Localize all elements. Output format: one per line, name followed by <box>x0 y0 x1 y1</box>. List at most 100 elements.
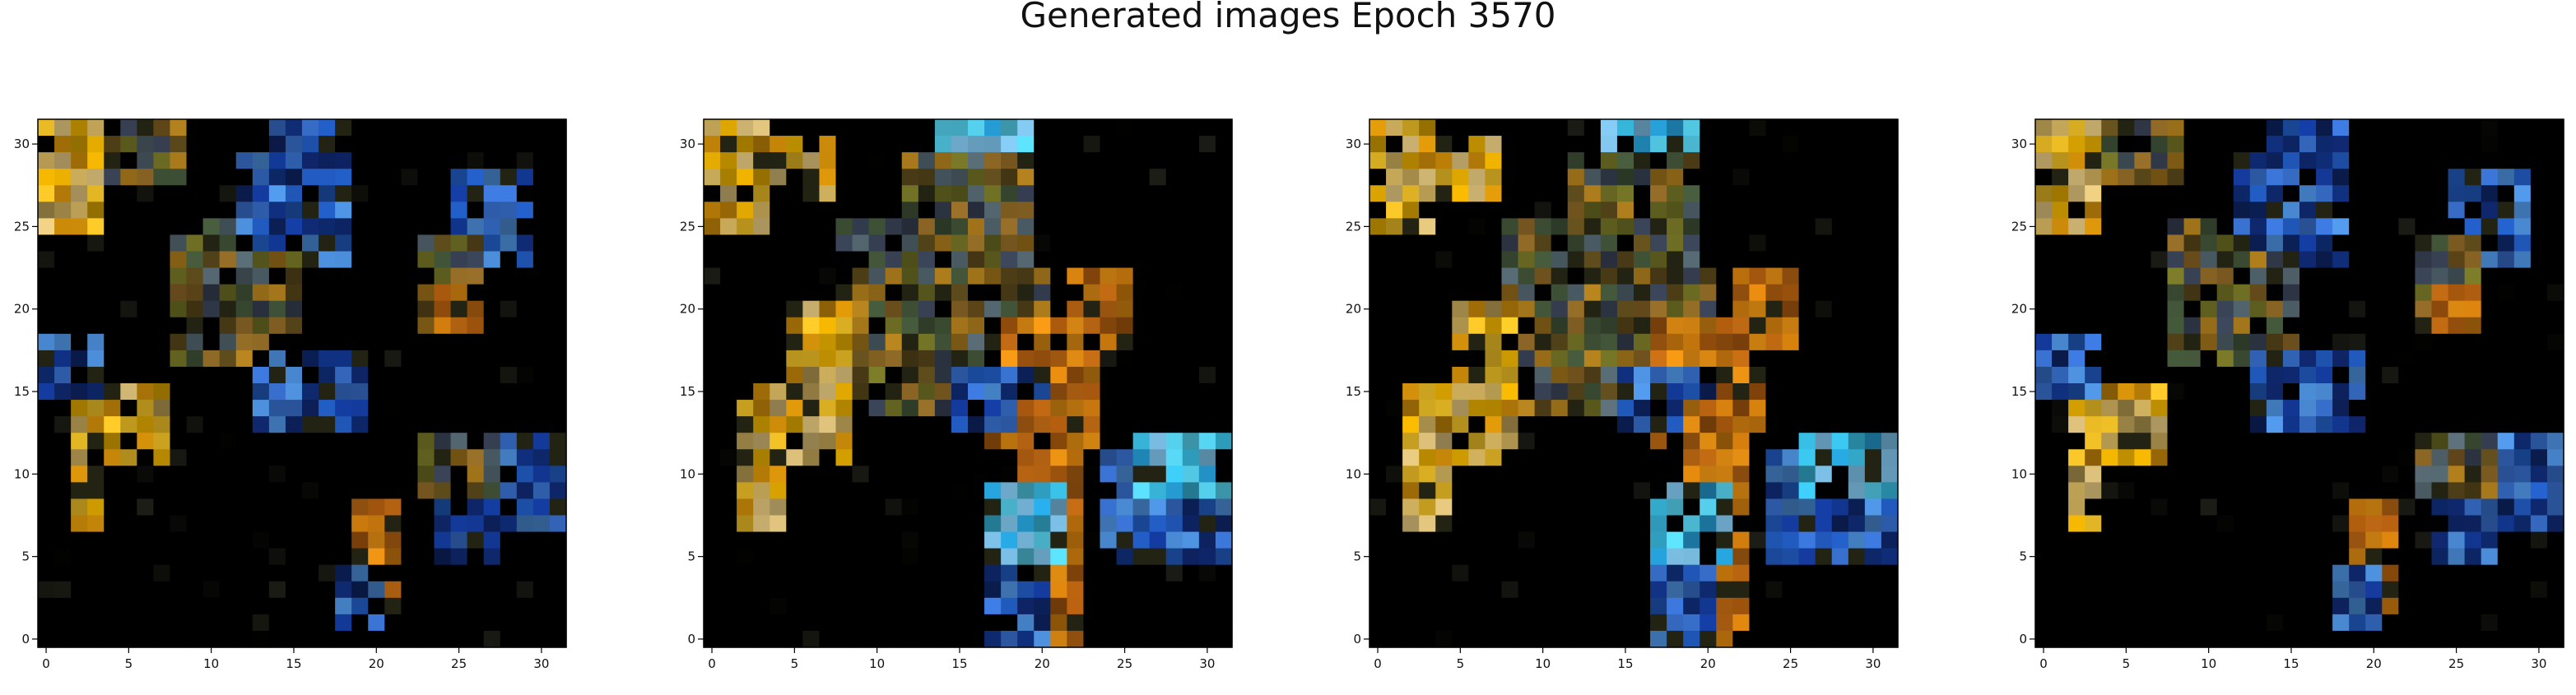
pixel-cell <box>1765 251 1783 269</box>
pixel-cell <box>434 350 452 368</box>
pixel-cell <box>450 515 468 533</box>
pixel-cell <box>704 630 721 648</box>
pixel-cell <box>1765 119 1783 137</box>
pixel-cell <box>934 136 952 153</box>
pixel-cell <box>2183 136 2202 153</box>
pixel-cell <box>2349 119 2366 137</box>
pixel-cell <box>38 218 55 236</box>
pixel-cell <box>1716 284 1733 302</box>
pixel-cell <box>1017 498 1035 517</box>
pixel-cell <box>1782 581 1800 599</box>
pixel-cell <box>2134 548 2152 566</box>
pixel-cell <box>1001 416 1018 433</box>
pixel-cell <box>2134 498 2152 517</box>
pixel-cell <box>1600 531 1618 549</box>
pixel-cell <box>901 333 919 351</box>
pixel-cell <box>319 433 336 450</box>
pixel-cell <box>819 630 837 648</box>
pixel-cell <box>467 400 485 417</box>
pixel-cell <box>1100 185 1118 202</box>
pixel-cell <box>2431 202 2449 219</box>
pixel-cell <box>1435 317 1453 335</box>
pixel-cell <box>1067 317 1085 335</box>
pixel-cell <box>170 498 188 517</box>
pixel-cell <box>1716 218 1733 236</box>
pixel-cell <box>2151 333 2169 351</box>
pixel-cell <box>516 234 534 253</box>
pixel-cell <box>2349 185 2366 202</box>
pixel-cell <box>186 267 204 285</box>
pixel-cell <box>1716 383 1733 401</box>
pixel-cell <box>1782 185 1800 202</box>
pixel-cell <box>968 333 985 351</box>
pixel-cell <box>351 614 369 632</box>
pixel-cell <box>835 498 853 517</box>
pixel-cell <box>934 152 952 169</box>
pixel-cell <box>1485 202 1503 219</box>
pixel-cell <box>720 136 737 153</box>
pixel-cell <box>1100 531 1118 549</box>
pixel-cell <box>434 548 452 566</box>
pixel-cell <box>1132 300 1151 318</box>
pixel-cell <box>968 284 985 302</box>
pixel-cell <box>1034 581 1051 599</box>
pixel-cell <box>450 630 468 648</box>
pixel-cell <box>1083 383 1101 401</box>
pixel-cell <box>302 234 319 253</box>
pixel-cell <box>951 234 969 253</box>
pixel-cell <box>368 449 385 466</box>
pixel-cell <box>1067 234 1085 253</box>
pixel-cell <box>737 251 754 269</box>
pixel-cell <box>1132 614 1151 632</box>
pixel-cell <box>434 202 452 219</box>
y-tick-label: 5 <box>2019 549 2027 564</box>
pixel-cell <box>368 564 385 582</box>
pixel-cell <box>1567 152 1585 169</box>
pixel-cell <box>532 400 551 417</box>
pixel-cell <box>1485 284 1503 302</box>
pixel-cell <box>2216 466 2234 483</box>
pixel-cell <box>235 136 253 153</box>
pixel-cell <box>2365 515 2383 533</box>
pixel-cell <box>1848 218 1866 236</box>
pixel-cell <box>2365 251 2383 269</box>
pixel-cell <box>1567 531 1585 549</box>
pixel-cell <box>1485 366 1503 384</box>
pixel-cell <box>984 630 1002 648</box>
pixel-cell <box>1667 449 1684 466</box>
pixel-cell <box>2546 581 2564 599</box>
pixel-cell <box>753 614 770 632</box>
pixel-cell <box>1567 515 1585 533</box>
pixel-cell <box>1386 234 1403 253</box>
pixel-cell <box>2448 433 2466 450</box>
pixel-cell <box>2464 366 2482 384</box>
pixel-cell <box>2316 548 2333 566</box>
pixel-cell <box>252 136 270 153</box>
pixel-cell <box>1583 498 1602 517</box>
pixel-cell <box>2134 630 2152 648</box>
pixel-cell <box>1386 614 1403 632</box>
pixel-cell <box>2448 498 2466 517</box>
pixel-cell <box>1551 416 1569 433</box>
pixel-cell <box>186 531 204 549</box>
pixel-cell <box>2183 300 2202 318</box>
pixel-cell <box>2497 548 2515 566</box>
pixel-cell <box>319 581 336 599</box>
pixel-cell <box>968 202 985 219</box>
pixel-cell <box>1165 515 1183 533</box>
pixel-cell <box>1468 581 1486 599</box>
pixel-cell <box>753 152 770 169</box>
pixel-cell <box>1215 169 1233 186</box>
pixel-cell <box>720 416 737 433</box>
pixel-cell <box>71 350 88 368</box>
pixel-cell <box>852 136 870 153</box>
pixel-cell <box>417 234 435 253</box>
pixel-cell <box>532 630 551 648</box>
pixel-cell <box>1782 218 1800 236</box>
pixel-cell <box>1050 548 1067 566</box>
pixel-cell <box>384 333 402 351</box>
pixel-cell <box>2200 614 2218 632</box>
pixel-cell <box>2464 630 2482 648</box>
pixel-cell <box>1765 581 1783 599</box>
pixel-cell <box>1700 152 1717 169</box>
